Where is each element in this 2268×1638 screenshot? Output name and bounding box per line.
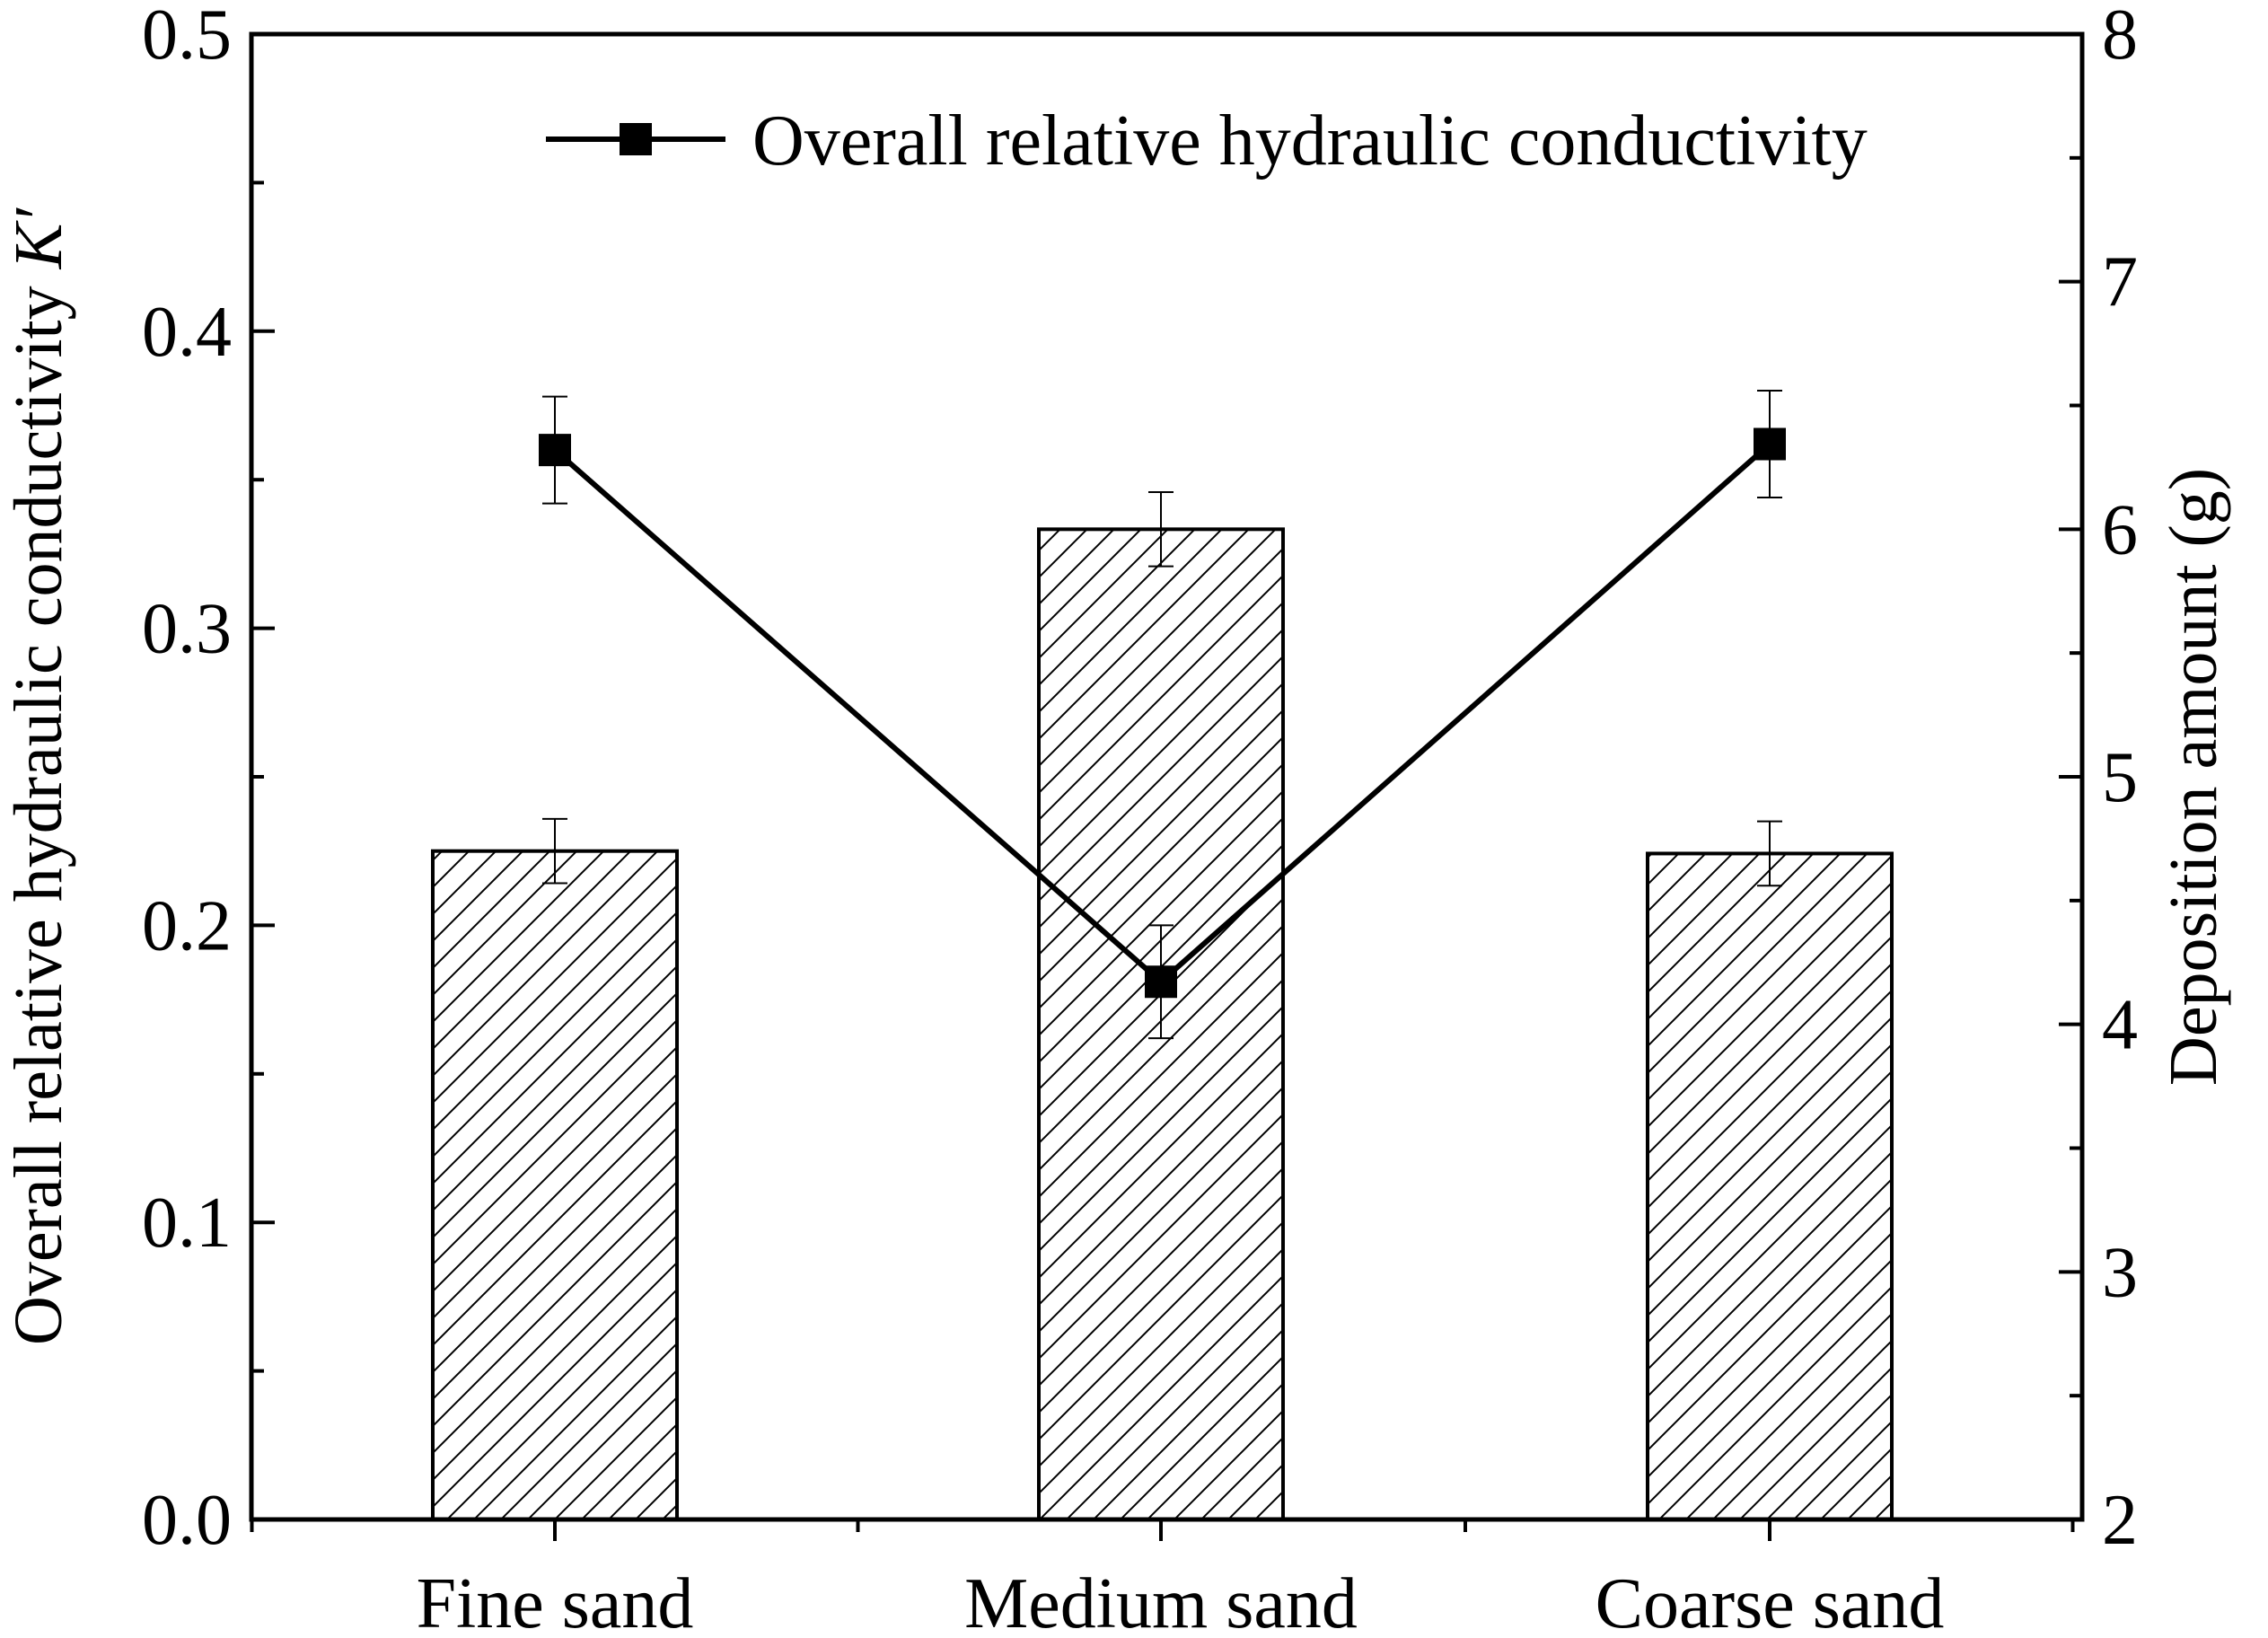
- right-axis-title: Deposition amount (g): [2156, 468, 2231, 1086]
- line-series-layer: [539, 389, 1786, 1040]
- left-tick-label: 0.2: [142, 886, 232, 965]
- legend: Overall relative hydraulic conductivity: [546, 101, 1868, 181]
- data-point: [539, 434, 571, 467]
- left-axis-ticks: 0.0 0.1 0.2 0.3 0.4 0.5: [142, 0, 275, 1560]
- bar-error-bar: [1757, 820, 1782, 887]
- data-point: [1145, 965, 1177, 999]
- left-tick-label: 0.3: [142, 590, 232, 669]
- right-axis-ticks: 2 3 4 5 6 7 8: [2059, 0, 2138, 1560]
- right-tick-label: 4: [2102, 986, 2138, 1065]
- right-tick-label: 7: [2102, 243, 2138, 322]
- x-axis-ticks: Fine sand Medium sand Coarse sand: [250, 1519, 2075, 1638]
- left-tick-label: 0.5: [142, 0, 232, 75]
- bars-layer: [431, 490, 1894, 1521]
- bar: [1646, 851, 1894, 1521]
- legend-marker-swatch: [620, 123, 652, 155]
- x-tick-label: Fine sand: [417, 1564, 694, 1638]
- bar-error-bar: [1148, 490, 1174, 568]
- left-tick-label: 0.0: [142, 1481, 232, 1560]
- right-tick-label: 3: [2102, 1233, 2138, 1312]
- bar: [431, 849, 679, 1521]
- right-tick-label: 6: [2102, 490, 2138, 569]
- right-tick-label: 5: [2102, 738, 2138, 817]
- right-tick-label: 2: [2102, 1481, 2138, 1560]
- left-axis-title-text: Overall relative hydraulic conductivity: [1, 286, 76, 1345]
- right-tick-label: 8: [2102, 0, 2138, 75]
- bar-error-bar: [542, 817, 567, 885]
- legend-label: Overall relative hydraulic conductivity: [752, 101, 1868, 181]
- x-tick-label: Coarse sand: [1596, 1564, 1945, 1638]
- data-point: [1754, 427, 1786, 461]
- x-tick-label: Medium sand: [964, 1564, 1358, 1638]
- left-axis-title-symbol: K′: [1, 207, 76, 270]
- left-tick-label: 0.4: [142, 293, 232, 372]
- left-tick-label: 0.1: [142, 1184, 232, 1263]
- left-axis-title: Overall relative hydraulic conductivity …: [1, 207, 76, 1345]
